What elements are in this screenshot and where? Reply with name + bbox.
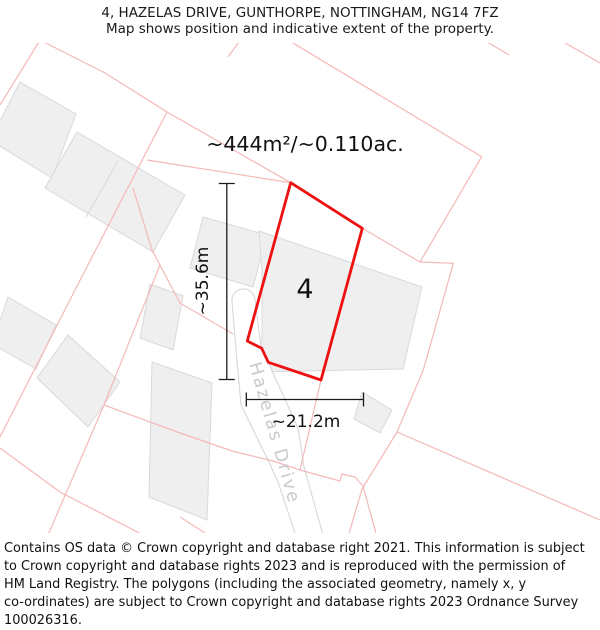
page-title: 4, HAZELAS DRIVE, GUNTHORPE, NOTTINGHAM,… <box>101 5 499 21</box>
building-footprint <box>36 334 121 428</box>
parcel-boundary <box>559 39 600 64</box>
parcel-boundary <box>179 516 206 534</box>
header: 4, HAZELAS DRIVE, GUNTHORPE, NOTTINGHAM,… <box>0 0 600 43</box>
building-footprint <box>139 283 184 351</box>
parcel-boundary <box>39 39 421 263</box>
copyright-line: HM Land Registry. The polygons (includin… <box>4 577 527 592</box>
parcel-boundary <box>0 447 144 536</box>
road-hazelas-drive <box>231 288 324 536</box>
copyright-line: co-ordinates) are subject to Crown copyr… <box>4 595 579 610</box>
parcel-boundary <box>287 39 483 263</box>
width-dimension-label: ~21.2m <box>272 412 341 432</box>
area-label: ~444m²/~0.110ac. <box>206 132 404 156</box>
building-footprint <box>353 391 393 434</box>
page-subtitle: Map shows position and indicative extent… <box>105 21 495 37</box>
parcel-boundary <box>146 159 291 184</box>
building-footprint <box>148 361 213 521</box>
building-footprint <box>189 216 268 288</box>
plot-number-label: 4 <box>296 274 313 305</box>
parcel-boundary <box>132 187 234 335</box>
height-dimension-label: ~35.6m <box>193 247 213 316</box>
parcel-boundary <box>396 431 600 521</box>
parcel-boundary <box>347 431 398 538</box>
parcel-boundary <box>0 39 41 106</box>
copyright-line: to Crown copyright and database rights 2… <box>4 559 566 574</box>
copyright-notice: Contains OS data © Crown copyright and d… <box>0 533 600 628</box>
parcel-boundary <box>0 111 168 438</box>
building-footprint <box>0 296 57 370</box>
copyright-line: Contains OS data © Crown copyright and d… <box>4 541 585 556</box>
parcel-boundary <box>103 404 378 538</box>
building-footprint <box>44 131 186 253</box>
building-footprint <box>251 230 423 373</box>
property-outline <box>245 181 364 382</box>
building-divider <box>85 160 119 218</box>
copyright-line: 100026316. <box>4 613 82 628</box>
parcel-boundary <box>396 261 455 433</box>
